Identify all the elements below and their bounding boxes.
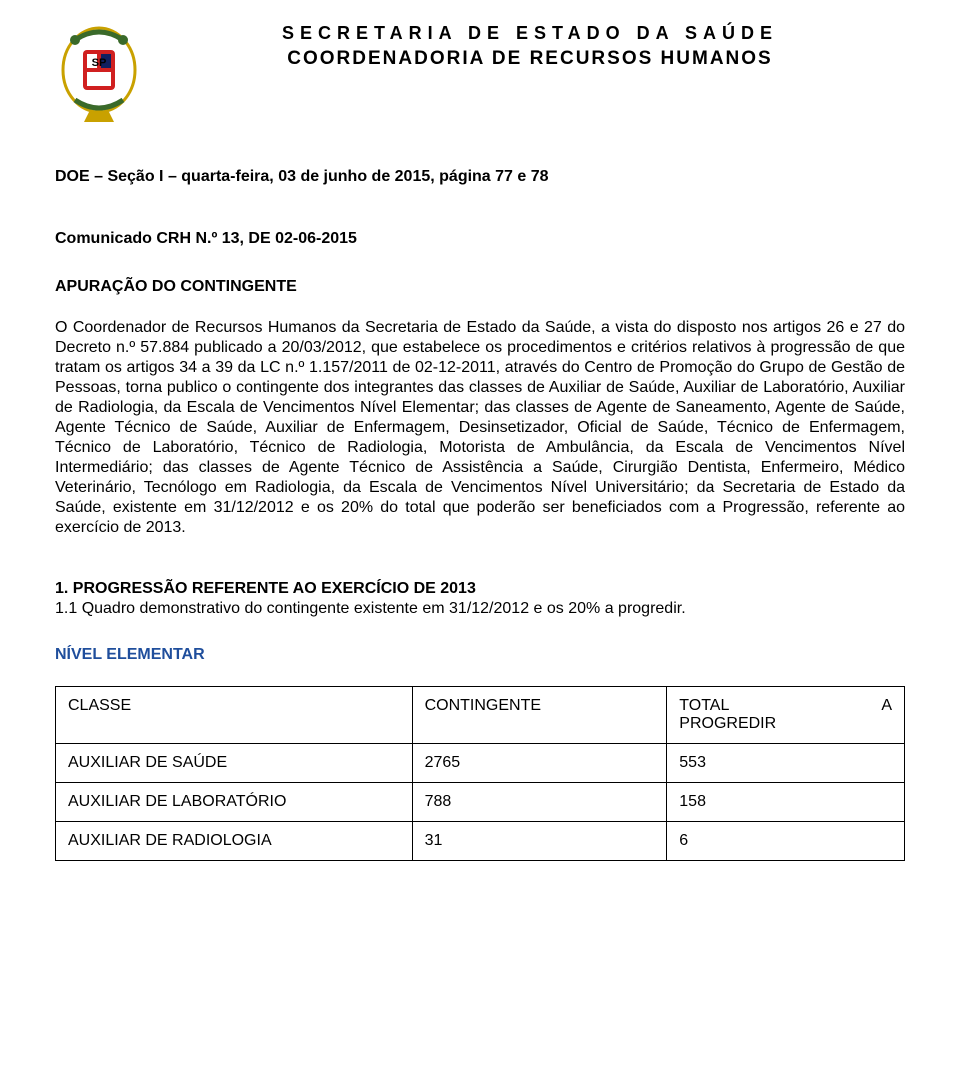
section-1-subtitle: 1.1 Quadro demonstrativo do contingente … bbox=[55, 600, 905, 618]
total-word: TOTAL bbox=[679, 697, 729, 715]
cell-classe: AUXILIAR DE LABORATÓRIO bbox=[56, 783, 413, 822]
doe-reference-line: DOE – Seção I – quarta-feira, 03 de junh… bbox=[55, 168, 905, 186]
header-title-block: SECRETARIA DE ESTADO DA SAÚDE COORDENADO… bbox=[155, 20, 905, 70]
cell-contingente: 31 bbox=[412, 822, 667, 861]
table-row: AUXILIAR DE LABORATÓRIO 788 158 bbox=[56, 783, 905, 822]
table-header-row: CLASSE CONTINGENTE TOTAL A PROGREDIR bbox=[56, 687, 905, 744]
svg-text:SP: SP bbox=[92, 57, 107, 69]
cell-contingente: 788 bbox=[412, 783, 667, 822]
cell-classe: AUXILIAR DE RADIOLOGIA bbox=[56, 822, 413, 861]
total-line2: PROGREDIR bbox=[679, 715, 892, 733]
cell-classe: AUXILIAR DE SAÚDE bbox=[56, 744, 413, 783]
nivel-elementar-label: NÍVEL ELEMENTAR bbox=[55, 646, 905, 664]
col-header-total: TOTAL A PROGREDIR bbox=[667, 687, 905, 744]
body-paragraph: O Coordenador de Recursos Humanos da Sec… bbox=[55, 318, 905, 538]
cell-contingente: 2765 bbox=[412, 744, 667, 783]
apuracao-title: APURAÇÃO DO CONTINGENTE bbox=[55, 278, 905, 296]
table-row: AUXILIAR DE SAÚDE 2765 553 bbox=[56, 744, 905, 783]
col-header-classe: CLASSE bbox=[56, 687, 413, 744]
cell-total: 6 bbox=[667, 822, 905, 861]
header-line2: COORDENADORIA DE RECURSOS HUMANOS bbox=[155, 47, 905, 71]
col-header-contingente: CONTINGENTE bbox=[412, 687, 667, 744]
contingente-table: CLASSE CONTINGENTE TOTAL A PROGREDIR AUX… bbox=[55, 686, 905, 861]
sp-state-seal-icon: SP bbox=[55, 20, 143, 128]
table-row: AUXILIAR DE RADIOLOGIA 31 6 bbox=[56, 822, 905, 861]
cell-total: 553 bbox=[667, 744, 905, 783]
total-a: A bbox=[881, 697, 892, 715]
comunicado-line: Comunicado CRH N.º 13, DE 02-06-2015 bbox=[55, 230, 905, 248]
header-line1: SECRETARIA DE ESTADO DA SAÚDE bbox=[155, 22, 905, 45]
cell-total: 158 bbox=[667, 783, 905, 822]
section-1-title: 1. PROGRESSÃO REFERENTE AO EXERCÍCIO DE … bbox=[55, 580, 905, 598]
document-header: SP SECRETARIA DE ESTADO DA SAÚDE COORDEN… bbox=[55, 20, 905, 128]
